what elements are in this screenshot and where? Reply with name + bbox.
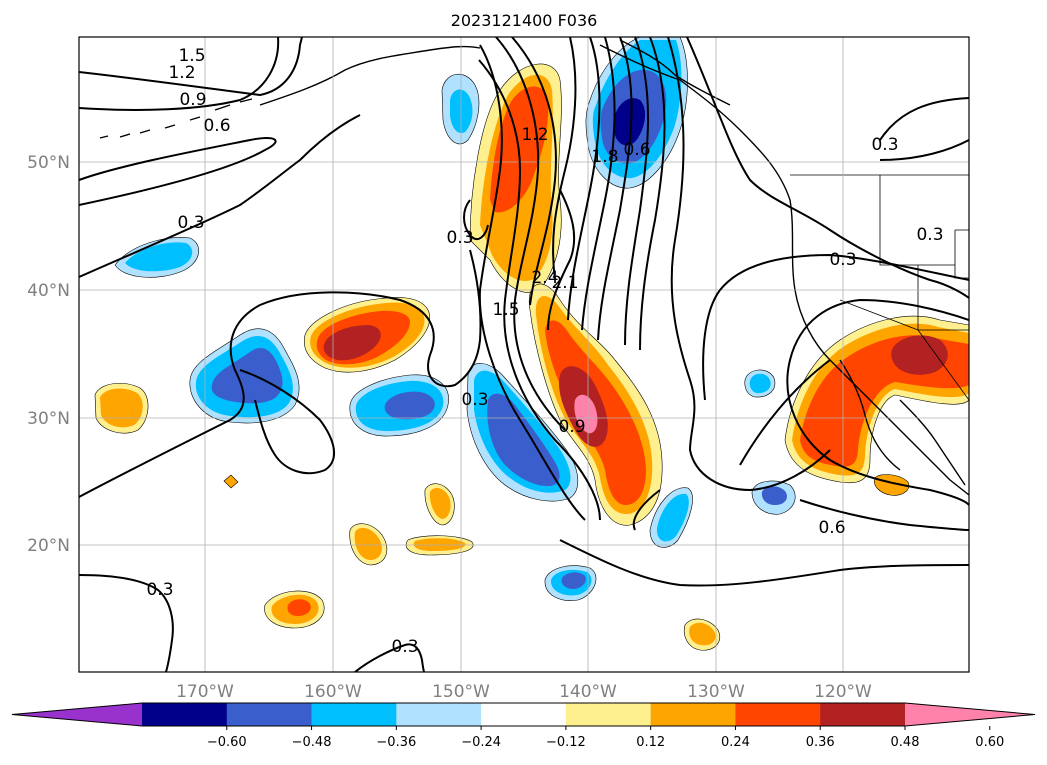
negative-anomaly-small-2-cyan <box>125 242 193 272</box>
contour-label: 0.3 <box>391 637 418 657</box>
lon-label-150w: 150°W <box>432 682 490 702</box>
lon-label-170w: 170°W <box>176 682 234 702</box>
colorbar-bin <box>565 703 652 726</box>
lon-label-160w: 160°W <box>304 682 362 702</box>
contour-label: 1.2 <box>521 125 548 145</box>
colorbar-bin <box>650 703 736 726</box>
lat-label-30n: 30°N <box>27 409 70 429</box>
colorbar-tick-label: −0.48 <box>292 735 332 750</box>
contour-label: 0.3 <box>871 135 898 155</box>
lat-label-20n: 20°N <box>27 536 70 556</box>
lon-label-140w: 140°W <box>559 682 617 702</box>
colorbar-tick-label: −0.36 <box>376 735 416 750</box>
contour-label: 0.3 <box>461 390 488 410</box>
positive-anomaly-south-pink <box>574 394 598 434</box>
lat-label-40n: 40°N <box>27 281 70 301</box>
map-panel: 1.5 1.2 0.9 0.6 0.3 1.2 0.3 1.8 0.6 0.3 … <box>27 36 970 702</box>
colorbar-tick-label: 0.24 <box>721 735 750 750</box>
contour-label: 0.6 <box>203 116 230 136</box>
positive-anomaly-small-9-orange <box>354 527 382 560</box>
map-frame <box>78 36 970 673</box>
contour-label: 0.3 <box>177 213 204 233</box>
contour-label: 1.5 <box>492 300 519 320</box>
negative-anomaly-west2-blue <box>384 391 435 420</box>
lon-label-120w: 120°W <box>814 682 872 702</box>
colorbar-bin <box>396 703 482 726</box>
negative-anomaly-central-blue <box>487 393 560 487</box>
positive-anomaly-east-darkred <box>891 335 948 375</box>
contour-label: 0.6 <box>623 140 650 160</box>
contour-lines <box>79 37 969 672</box>
colorbar-outline <box>11 702 1036 727</box>
colorbar-tick-label: 0.60 <box>975 735 1004 750</box>
positive-anomaly-west-darkred <box>323 325 381 361</box>
contour-label: 1.8 <box>591 147 618 167</box>
contour-label: 0.6 <box>818 518 845 538</box>
colorbar-extend-low <box>12 703 142 726</box>
negative-anomaly-small-7-blue <box>561 572 586 589</box>
colorbar-extend-high <box>905 703 1035 726</box>
colorbar-tick-label: −0.60 <box>207 735 247 750</box>
negative-anomaly-small-6-cyan <box>656 493 689 542</box>
contour-label: 0.9 <box>558 417 585 437</box>
negative-anomaly-small-5-blue <box>761 486 787 505</box>
colorbar-tick-label: 0.36 <box>806 735 835 750</box>
colorbar: −0.60 −0.48 −0.36 −0.24 −0.12 0.12 0.24 0.36 0.4… <box>11 702 1036 750</box>
map-title: 2023121400 F036 <box>451 11 598 30</box>
colorbar-bin <box>820 703 906 726</box>
aleutian-islands <box>99 98 253 139</box>
colorbar-bin <box>226 703 313 726</box>
contour-label: 0.9 <box>179 90 206 110</box>
contour-label: 0.3 <box>146 580 173 600</box>
positive-anomaly-small-14 <box>223 474 239 489</box>
positive-anomaly-small-8-red <box>287 599 311 616</box>
contour-label: 0.3 <box>829 250 856 270</box>
colorbar-bin <box>481 703 567 726</box>
lat-label-50n: 50°N <box>27 153 70 173</box>
positive-anomaly-small-12-orange <box>689 622 716 646</box>
colorbar-tick-label: 0.12 <box>636 735 665 750</box>
contour-label: 0.3 <box>446 228 473 248</box>
positive-anomaly-small-3-orange <box>100 388 143 428</box>
contour-label: 1.5 <box>178 46 205 66</box>
colorbar-tick-label: 0.48 <box>891 735 920 750</box>
lon-label-130w: 130°W <box>687 682 745 702</box>
contour-label: 2.1 <box>551 273 578 293</box>
contour-label: 2.4 <box>531 268 558 288</box>
longitude-labels: 170°W 160°W 150°W 140°W 130°W 120°W <box>176 682 872 702</box>
contour-label: 0.3 <box>916 225 943 245</box>
colorbar-bin <box>311 703 397 726</box>
contour-label: 1.2 <box>168 63 195 83</box>
negative-anomaly-small-4-cyan <box>749 373 771 394</box>
alaska-panhandle-coast <box>599 44 969 496</box>
alaska-coast <box>259 45 481 106</box>
contour-label-group: 1.5 1.2 0.9 0.6 0.3 1.2 0.3 1.8 0.6 0.3 … <box>146 46 943 657</box>
colorbar-bin <box>735 703 821 726</box>
positive-anomaly-small-11-orange <box>429 487 451 519</box>
gridlines <box>79 37 969 672</box>
shaded-fields <box>94 37 969 651</box>
latitude-labels: 50°N 40°N 30°N 20°N <box>27 153 70 556</box>
baja-coast <box>839 359 966 486</box>
colorbar-bin <box>142 703 228 726</box>
negative-anomaly-west-blue <box>211 348 283 404</box>
colorbar-tick-label: −0.24 <box>461 735 501 750</box>
colorbar-tick-label: −0.12 <box>546 735 586 750</box>
negative-anomaly-north-navy <box>613 98 646 146</box>
